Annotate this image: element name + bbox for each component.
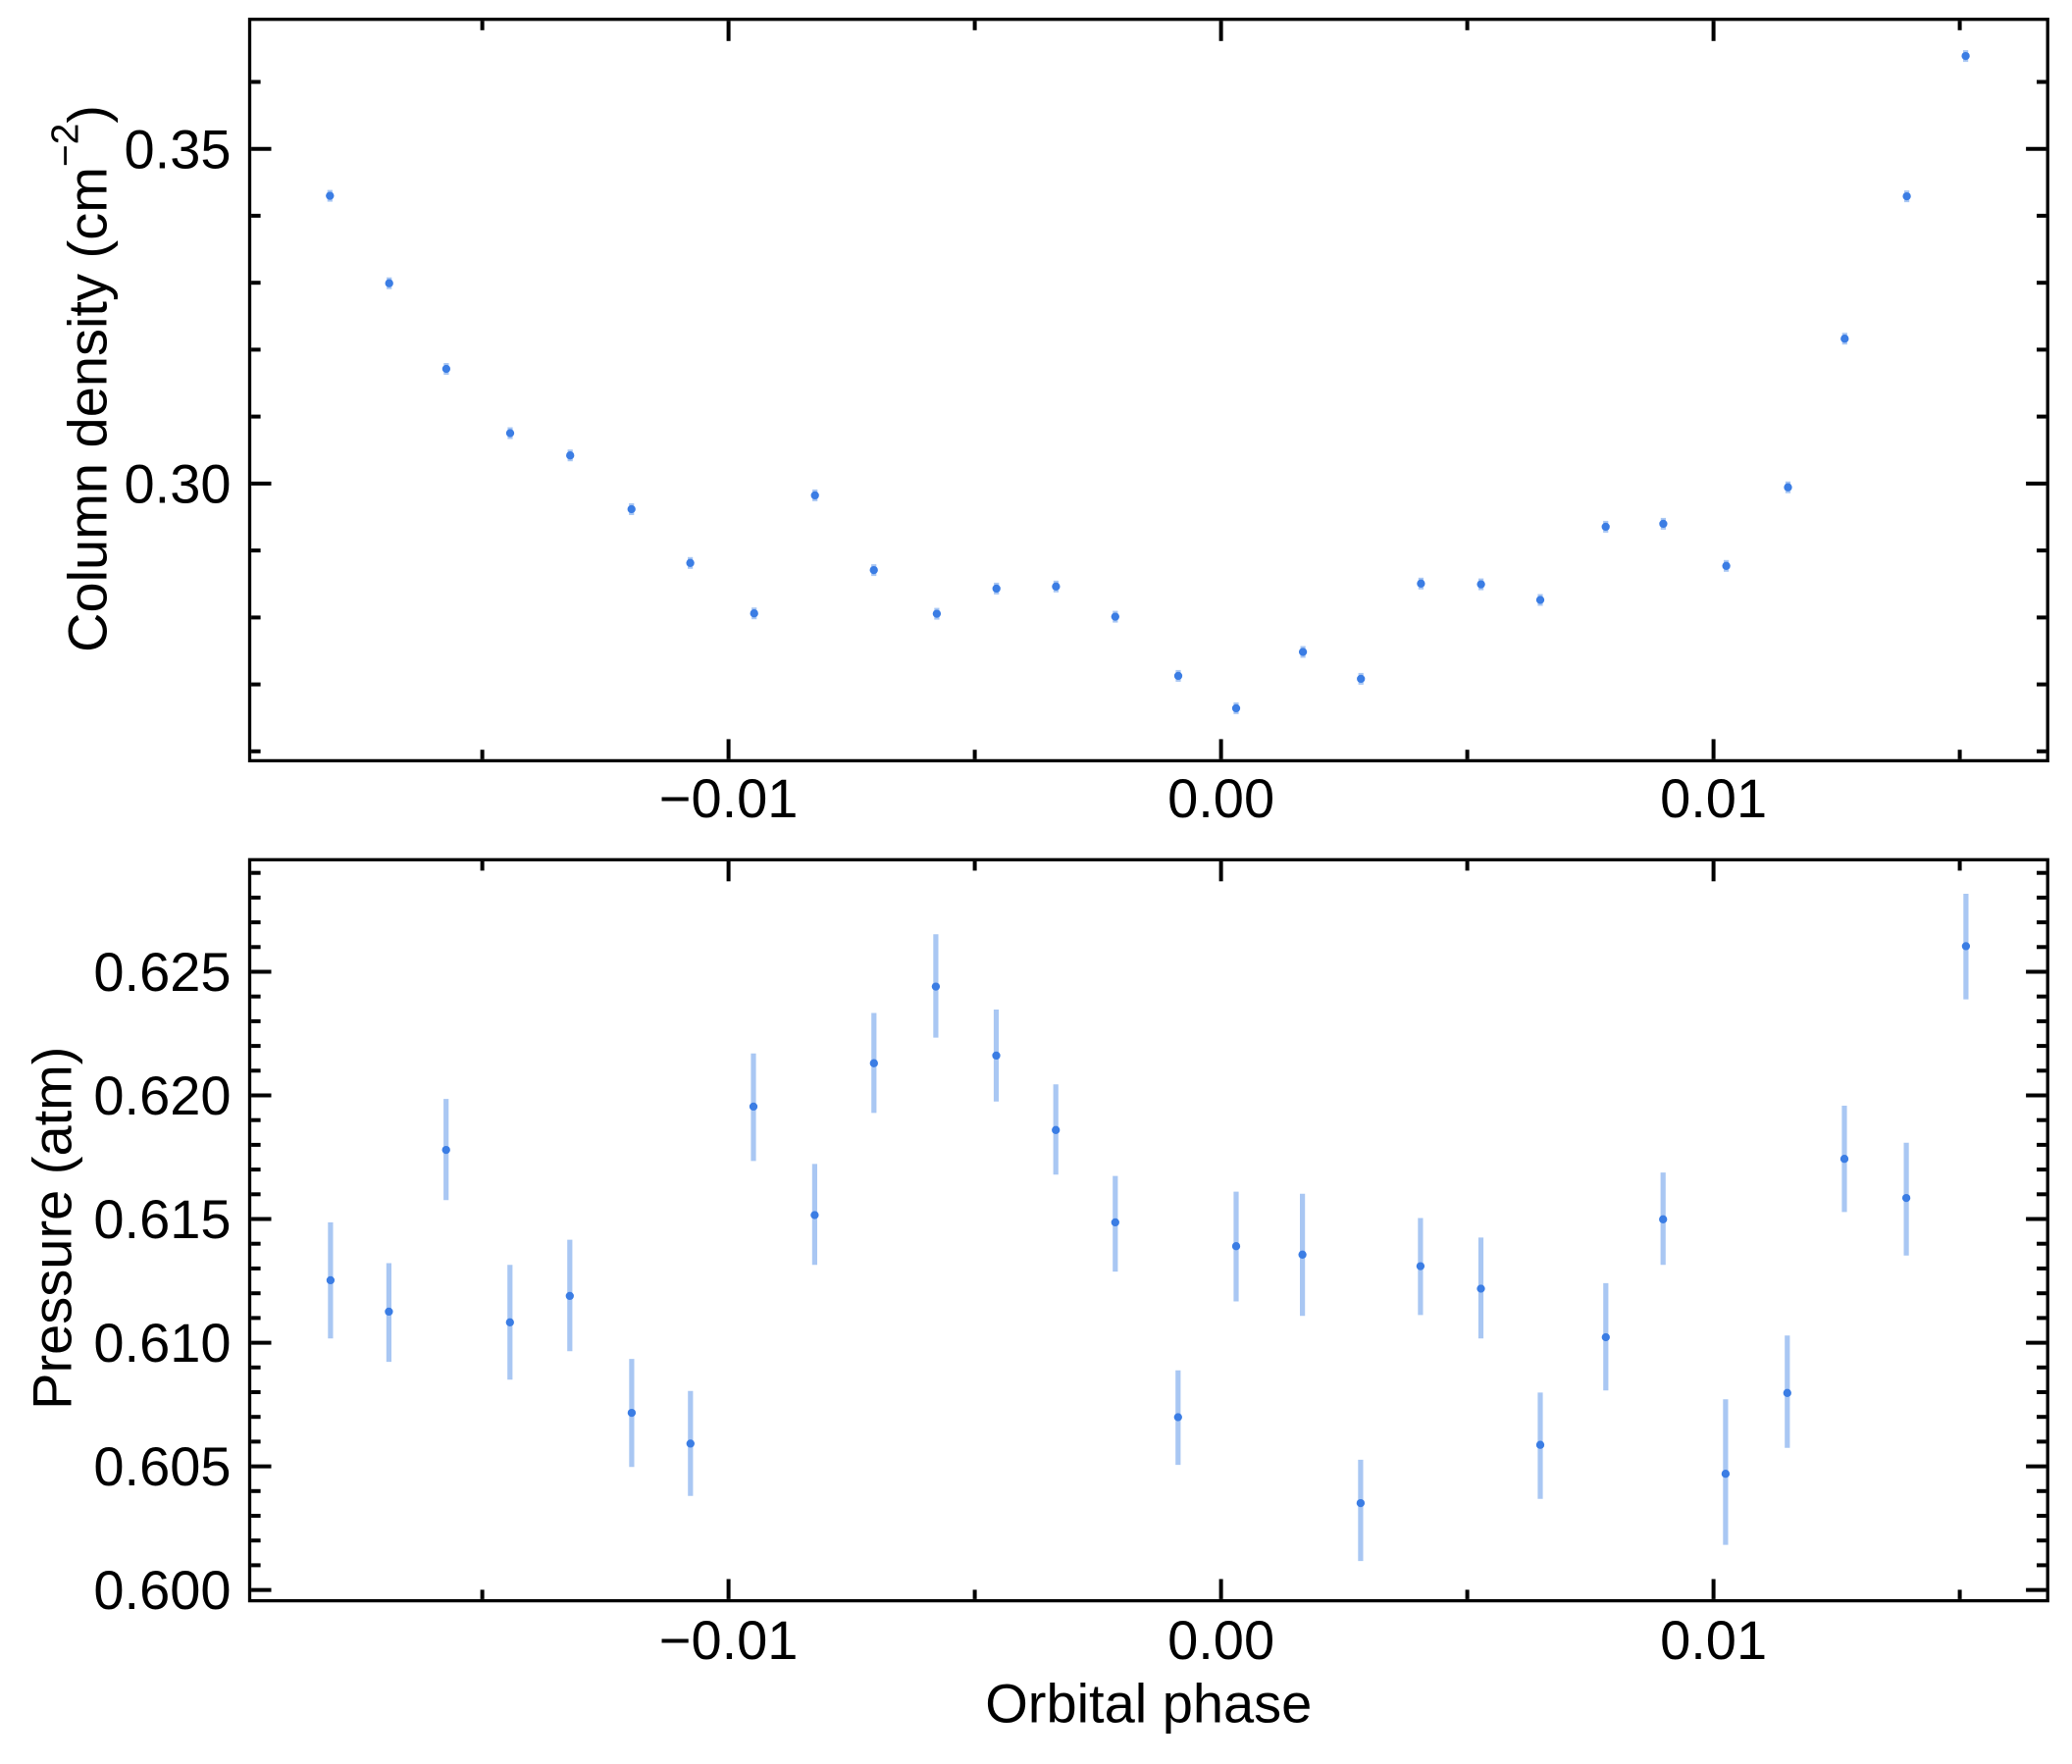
svg-text:0.01: 0.01 <box>1660 1609 1767 1671</box>
svg-text:−0.01: −0.01 <box>659 1609 799 1671</box>
svg-text:0.610: 0.610 <box>93 1312 231 1374</box>
svg-text:0.605: 0.605 <box>93 1435 231 1497</box>
svg-text:−0.01: −0.01 <box>659 767 799 829</box>
svg-text:Pressure (atm): Pressure (atm) <box>22 1047 83 1410</box>
svg-text:Orbital phase: Orbital phase <box>985 1673 1312 1735</box>
svg-text:0.600: 0.600 <box>93 1559 231 1621</box>
svg-text:0.00: 0.00 <box>1167 767 1274 829</box>
svg-text:0.620: 0.620 <box>93 1064 231 1126</box>
svg-text:0.01: 0.01 <box>1660 767 1767 829</box>
svg-text:0.615: 0.615 <box>93 1188 231 1250</box>
svg-text:0.35: 0.35 <box>125 118 232 180</box>
svg-text:0.625: 0.625 <box>93 941 231 1003</box>
svg-text:0.30: 0.30 <box>125 453 232 515</box>
svg-text:0.00: 0.00 <box>1167 1609 1274 1671</box>
svg-text:Column density (cm−2): Column density (cm−2) <box>45 105 119 652</box>
